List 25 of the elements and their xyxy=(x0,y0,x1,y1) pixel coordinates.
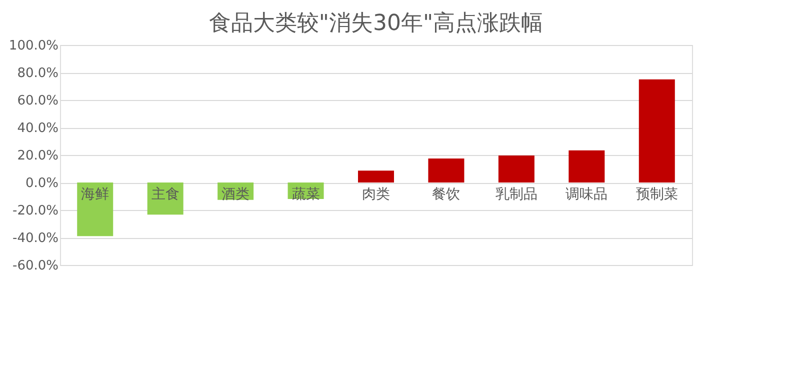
y-tick-label: 80.0% xyxy=(17,66,58,81)
y-tick-label: 60.0% xyxy=(17,94,58,108)
x-tick-label: 海鲜 xyxy=(81,186,110,202)
y-tick-label: -20.0% xyxy=(12,204,58,218)
bar xyxy=(358,170,394,182)
bar xyxy=(498,156,534,182)
x-tick-label: 蔬菜 xyxy=(292,186,320,202)
bar xyxy=(77,182,114,236)
x-tick-label: 乳制品 xyxy=(495,186,538,202)
y-tick-label: 100.0% xyxy=(8,38,58,54)
x-tick-label: 肉类 xyxy=(362,186,390,202)
y-tick-label: 20.0% xyxy=(17,148,58,164)
y-tick-label: -60.0% xyxy=(12,258,58,274)
x-tick-label: 餐饮 xyxy=(432,186,460,202)
y-tick-label: 0.0% xyxy=(25,176,58,191)
x-tick-label: 酒类 xyxy=(222,186,250,202)
bar xyxy=(568,150,605,182)
x-tick-label: 调味品 xyxy=(566,186,608,202)
x-tick-label: 预制菜 xyxy=(636,186,678,202)
y-tick-label: -40.0% xyxy=(12,231,58,246)
x-tick-label: 主食 xyxy=(151,186,180,202)
bar xyxy=(638,79,675,182)
bar xyxy=(428,158,464,182)
y-tick-label: 40.0% xyxy=(17,121,58,136)
chart-title: 食品大类较"消失30年"高点涨跌幅 xyxy=(208,11,544,36)
